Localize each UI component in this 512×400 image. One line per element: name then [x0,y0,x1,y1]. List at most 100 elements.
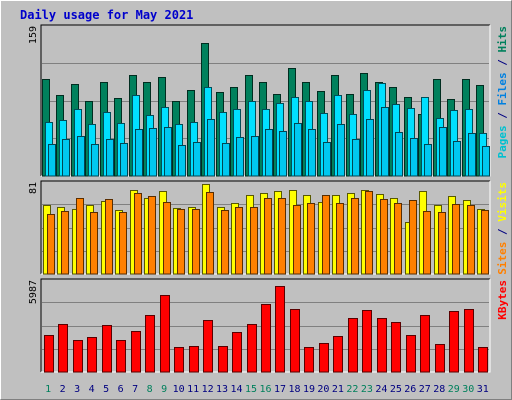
bar-pages-day-13 [222,143,230,177]
bar-pages-day-11 [193,142,201,177]
legend-item: Pages [496,125,509,158]
bar-pages-day-7 [135,129,143,177]
bar-kbytes-day-22 [348,318,358,373]
plot-border-dark [40,180,490,274]
legend-item: Sites [496,242,509,275]
bar-kbytes-day-8 [145,315,155,373]
x-tick-label-16: 16 [259,384,271,395]
bar-sites-day-18 [293,205,301,275]
legend-kbytes: KBytes [496,280,509,320]
x-tick-label-26: 26 [404,384,416,395]
bar-pages-day-28 [439,127,447,177]
bar-kbytes-day-2 [58,324,68,373]
x-axis-labels: 1 2 3 4 5 6 7 8 9 10 11 12 13 14 15 16 17 18 19 20 21 22 23 24 2… [45,384,489,395]
bar-kbytes-day-23 [362,310,372,373]
legend-item: / [496,106,509,126]
bar-sites-day-23 [365,191,373,275]
bar-sites-day-2 [61,211,69,275]
bar-sites-day-11 [192,209,200,275]
bar-pages-day-31 [482,146,490,177]
legend-visits-sites: Sites / Visits [496,182,509,275]
bar-kbytes-day-19 [304,347,314,373]
y-max-label: 5987 [28,280,39,304]
bar-sites-day-4 [90,212,98,275]
bar-kbytes-day-14 [232,332,242,373]
bar-pages-day-27 [424,144,432,177]
x-tick-label-5: 5 [103,384,109,395]
x-tick-label-6: 6 [118,384,124,395]
bar-sites-day-24 [380,199,388,275]
bar-kbytes-day-21 [333,336,343,373]
bar-pages-day-20 [323,142,331,177]
bar-sites-day-28 [438,212,446,275]
x-tick-label-21: 21 [332,384,344,395]
x-tick-label-23: 23 [361,384,373,395]
bar-pages-day-1 [48,144,56,177]
bar-kbytes-day-29 [449,311,459,373]
plot-border-dark [40,24,490,176]
x-tick-label-10: 10 [173,384,185,395]
panel-kbytes: 5987 KBytes [28,278,509,373]
legend-item: / [496,53,509,73]
x-tick-label-25: 25 [390,384,402,395]
bar-sites-day-31 [481,210,489,275]
plot-border-dark [40,278,490,372]
bar-sites-day-19 [307,203,315,275]
bar-sites-day-26 [409,200,417,275]
x-tick-label-14: 14 [230,384,242,395]
x-tick-label-27: 27 [419,384,431,395]
bar-kbytes-day-31 [478,347,488,373]
x-tick-label-11: 11 [187,384,199,395]
bar-kbytes-day-11 [189,346,199,373]
x-tick-label-30: 30 [462,384,474,395]
legend-hits-files-pages: Pages / Files / Hits [496,26,509,159]
bar-pages-day-16 [265,129,273,177]
x-tick-label-17: 17 [274,384,286,395]
bar-pages-day-21 [337,124,345,177]
bar-pages-day-15 [251,136,259,177]
bar-pages-day-6 [120,143,128,177]
bar-kbytes-day-5 [102,325,112,373]
bar-sites-day-6 [119,212,127,275]
x-tick-label-13: 13 [216,384,228,395]
x-tick-label-4: 4 [89,384,95,395]
bar-sites-day-27 [423,211,431,275]
x-tick-label-2: 2 [60,384,66,395]
bar-kbytes-day-30 [464,309,474,373]
bar-kbytes-day-13 [218,346,228,373]
bar-pages-day-23 [366,119,374,177]
bar-sites-day-8 [148,196,156,275]
panel-hits-files-pages: 159 Pages / Files / Hits [28,24,509,177]
bar-sites-day-25 [394,203,402,275]
bar-sites-day-1 [47,214,55,275]
x-tick-label-1: 1 [45,384,51,395]
panel-visits-sites: 81 Sites / Visits [28,180,509,275]
bar-sites-day-10 [177,209,185,275]
legend-item: Visits [496,182,509,222]
x-tick-label-29: 29 [448,384,460,395]
bar-kbytes-day-9 [160,295,170,373]
bar-sites-day-21 [336,203,344,275]
bar-sites-day-16 [264,198,272,275]
bar-sites-day-30 [467,205,475,275]
x-tick-label-20: 20 [317,384,329,395]
x-tick-label-8: 8 [147,384,153,395]
bar-pages-day-19 [308,129,316,177]
bar-kbytes-day-17 [275,286,285,373]
bar-kbytes-day-4 [87,337,97,373]
x-tick-label-31: 31 [477,384,489,395]
bar-sites-day-17 [278,198,286,275]
bar-kbytes-day-28 [435,344,445,373]
bar-kbytes-day-25 [391,322,401,373]
x-tick-label-3: 3 [74,384,80,395]
bar-sites-day-3 [76,198,84,275]
bar-pages-day-12 [207,119,215,177]
bar-kbytes-day-24 [377,318,387,373]
bar-sites-day-12 [206,192,214,275]
bar-pages-day-5 [106,139,114,177]
bar-sites-day-9 [163,202,171,275]
bar-kbytes-day-15 [247,324,257,373]
bar-kbytes-day-3 [73,340,83,373]
bar-pages-day-10 [178,145,186,177]
